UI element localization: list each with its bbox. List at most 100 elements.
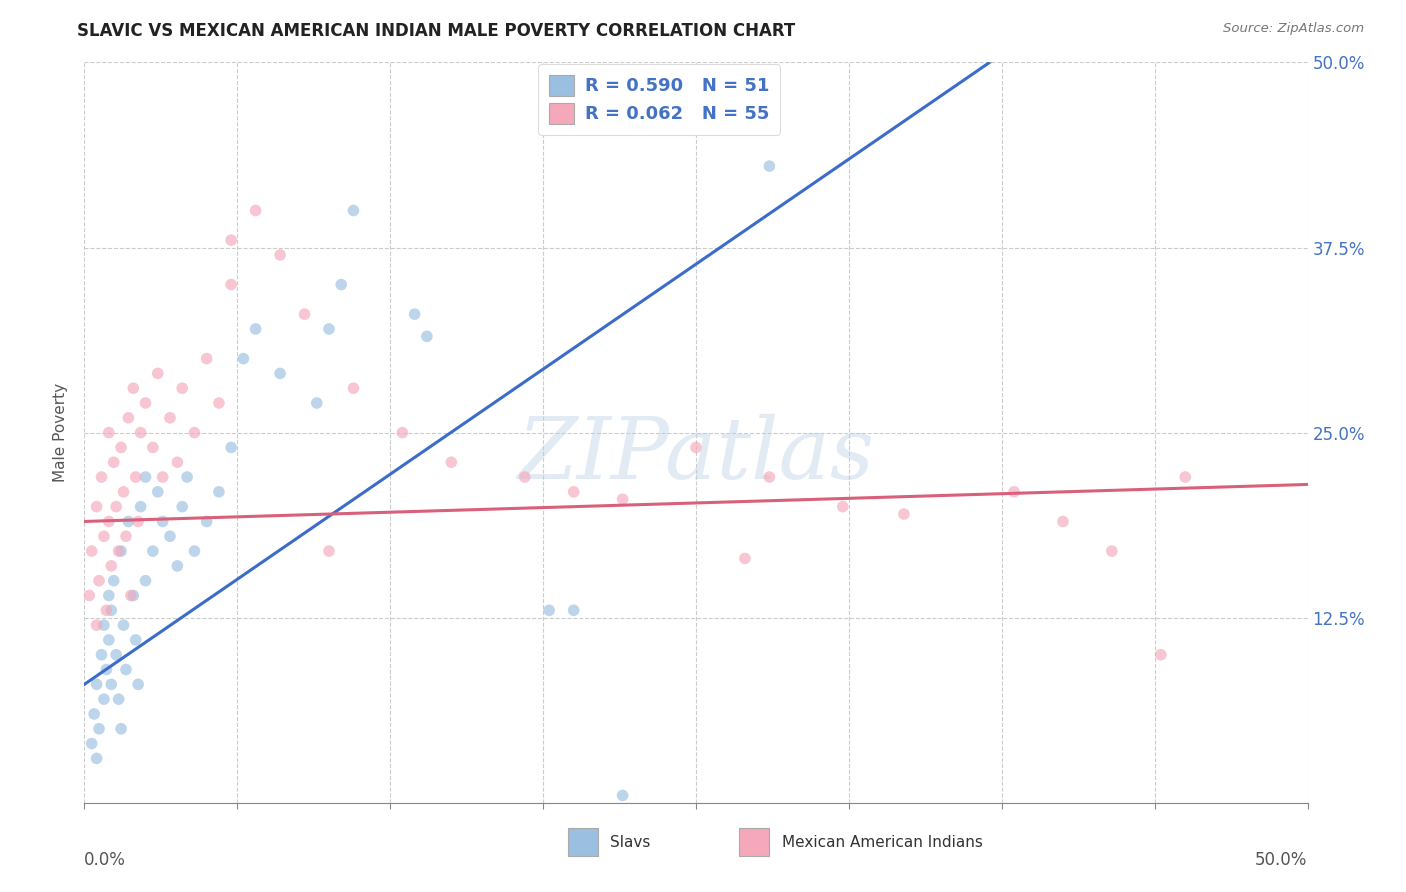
Point [86, 500, 108, 514]
Bar [738, 828, 769, 856]
Point [107, 692, 129, 706]
Point [80, 544, 103, 558]
Point [245, 322, 267, 336]
Point [183, 425, 205, 440]
Point [294, 307, 316, 321]
Point [159, 410, 181, 425]
Text: Source: ZipAtlas.com: Source: ZipAtlas.com [1223, 22, 1364, 36]
Point [97, 515, 120, 529]
Point [172, 381, 194, 395]
Point [142, 544, 165, 558]
Text: 0.0%: 0.0% [84, 851, 127, 869]
Point [97, 425, 120, 440]
Point [122, 589, 145, 603]
Point [96, 663, 118, 677]
Point [612, 789, 634, 803]
Point [1150, 648, 1173, 662]
Point [100, 603, 122, 617]
Point [404, 307, 426, 321]
Point [538, 603, 561, 617]
Point [86, 751, 108, 765]
Point [269, 248, 291, 262]
Point [125, 470, 148, 484]
Point [127, 515, 149, 529]
Point [110, 544, 132, 558]
Point [90, 470, 112, 484]
Point [208, 396, 231, 410]
Point [245, 203, 267, 218]
Point [219, 277, 242, 292]
Point [129, 425, 152, 440]
Point [122, 381, 145, 395]
Point [97, 632, 120, 647]
Point [103, 574, 125, 588]
Point [83, 706, 105, 721]
Point [96, 603, 118, 617]
Point [129, 500, 152, 514]
Point [93, 692, 115, 706]
Point [86, 618, 108, 632]
Point [117, 515, 139, 529]
Point [146, 367, 169, 381]
Point [612, 492, 634, 507]
Point [152, 470, 174, 484]
Point [330, 277, 353, 292]
Point [135, 470, 157, 484]
Point [77, 589, 100, 603]
Text: Mexican American Indians: Mexican American Indians [782, 835, 983, 849]
Text: ZIPatlas: ZIPatlas [517, 414, 875, 496]
Point [135, 396, 157, 410]
Point [159, 529, 181, 543]
Point [110, 441, 132, 455]
Point [562, 484, 585, 499]
Point [117, 410, 139, 425]
Point [758, 470, 780, 484]
Point [110, 722, 132, 736]
Point [342, 381, 364, 395]
Point [562, 603, 585, 617]
Point [1174, 470, 1197, 484]
Point [219, 233, 242, 247]
Point [1052, 515, 1074, 529]
Point [87, 722, 110, 736]
Text: 50.0%: 50.0% [1256, 851, 1308, 869]
Point [100, 558, 122, 573]
Point [318, 544, 340, 558]
Y-axis label: Male Poverty: Male Poverty [53, 383, 69, 483]
Point [219, 441, 242, 455]
Point [269, 367, 291, 381]
Point [176, 470, 198, 484]
Point [172, 500, 194, 514]
Text: Slavs: Slavs [610, 835, 651, 849]
Point [80, 737, 103, 751]
Point [1002, 484, 1025, 499]
Text: SLAVIC VS MEXICAN AMERICAN INDIAN MALE POVERTY CORRELATION CHART: SLAVIC VS MEXICAN AMERICAN INDIAN MALE P… [77, 22, 796, 40]
Point [112, 484, 135, 499]
Point [115, 663, 138, 677]
Point [183, 544, 205, 558]
Point [513, 470, 536, 484]
Legend: R = 0.590   N = 51, R = 0.062   N = 55: R = 0.590 N = 51, R = 0.062 N = 55 [538, 64, 780, 135]
Point [195, 351, 218, 366]
Point [103, 455, 125, 469]
Point [146, 484, 169, 499]
Point [115, 529, 138, 543]
Point [152, 515, 174, 529]
Bar [568, 828, 598, 856]
Point [97, 589, 120, 603]
Point [86, 677, 108, 691]
Point [135, 574, 157, 588]
Point [734, 551, 756, 566]
Point [318, 322, 340, 336]
Point [1101, 544, 1123, 558]
Point [758, 159, 780, 173]
Point [166, 455, 188, 469]
Point [105, 500, 128, 514]
Point [87, 574, 110, 588]
Point [120, 589, 142, 603]
Point [391, 425, 413, 440]
Point [90, 648, 112, 662]
Point [342, 203, 364, 218]
Point [107, 544, 129, 558]
Point [142, 441, 165, 455]
